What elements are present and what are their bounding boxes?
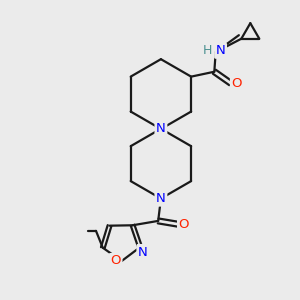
- Text: N: N: [156, 122, 166, 136]
- Text: O: O: [231, 77, 242, 90]
- Text: O: O: [178, 218, 189, 231]
- Text: N: N: [156, 192, 166, 205]
- Text: O: O: [110, 254, 121, 268]
- Text: N: N: [138, 245, 148, 259]
- Text: N: N: [216, 44, 226, 57]
- Text: H: H: [202, 44, 212, 57]
